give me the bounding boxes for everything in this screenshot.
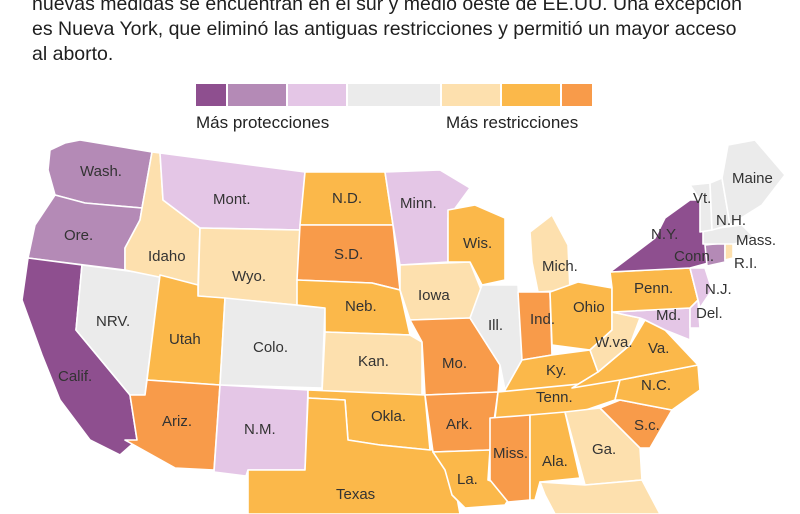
state-label-mo: Mo. [442, 355, 467, 372]
state-label-ca: Calif. [58, 368, 92, 385]
state-label-ms: Miss. [493, 445, 528, 462]
state-label-wa: Wash. [80, 163, 122, 180]
legend-swatch-2 [288, 84, 346, 106]
state-label-ut: Utah [169, 331, 201, 348]
legend-swatch-0 [196, 84, 226, 106]
state-label-co: Colo. [253, 339, 288, 356]
state-label-va: Va. [648, 340, 669, 357]
intro-line-3: al aborto. [32, 43, 114, 65]
state-ga [564, 407, 643, 486]
state-label-sd: S.D. [334, 246, 363, 263]
state-label-ri: R.I. [734, 255, 757, 272]
state-label-ia: Iowa [418, 287, 450, 304]
state-label-vt: Vt. [693, 190, 711, 207]
state-label-oh: Ohio [573, 299, 605, 316]
color-scale-legend [196, 84, 596, 108]
state-ms [489, 414, 531, 503]
intro-line-1: nuevas medidas se encuentran en el sur y… [32, 0, 742, 15]
state-label-in: Ind. [530, 311, 555, 328]
legend-swatch-6 [562, 84, 592, 106]
state-label-sc: S.c. [634, 417, 660, 434]
state-label-tn: Tenn. [536, 389, 573, 406]
legend-swatch-1 [228, 84, 286, 106]
us-states-map: Wash. Ore. Calif. NRV. Idaho Mont. Wyo. … [21, 139, 786, 514]
state-mi [529, 214, 571, 293]
state-label-pa: Penn. [634, 280, 673, 297]
state-label-ky: Ky. [546, 362, 567, 379]
legend-swatch-4 [442, 84, 500, 106]
state-label-mi: Mich. [542, 258, 578, 275]
state-label-la: La. [457, 471, 478, 488]
intro-text: nuevas medidas se encuentran en el sur y… [32, 0, 792, 67]
state-sc [599, 399, 673, 449]
state-ma [702, 224, 756, 245]
state-label-ny: N.Y. [651, 226, 678, 243]
state-label-wv: W.va. [595, 334, 633, 351]
state-label-az: Ariz. [162, 413, 192, 430]
legend-label-protections: Más protecciones [196, 113, 330, 132]
state-label-nm: N.M. [244, 421, 276, 438]
state-label-nc: N.C. [641, 377, 671, 394]
state-label-mn: Minn. [400, 195, 437, 212]
state-label-de: Del. [696, 305, 723, 322]
state-label-ne: Neb. [345, 298, 377, 315]
legend-swatch-3 [348, 84, 440, 106]
state-label-mt: Mont. [213, 191, 251, 208]
state-label-il: Ill. [488, 317, 503, 334]
legend-label-restrictions: Más restricciones [446, 113, 579, 132]
state-label-wi: Wis. [463, 235, 492, 252]
state-label-nj: N.J. [705, 281, 732, 298]
state-label-ct: Conn. [674, 248, 714, 265]
state-ri [724, 242, 734, 261]
state-label-tx: Texas [336, 486, 375, 503]
state-vt [689, 182, 713, 233]
state-label-ok: Okla. [371, 408, 406, 425]
state-fl [539, 479, 661, 514]
state-label-nv: NRV. [96, 313, 130, 330]
state-label-or: Ore. [64, 227, 93, 244]
state-label-nd: N.D. [332, 190, 362, 207]
state-ks [321, 331, 423, 396]
state-label-me: Maine [732, 170, 773, 187]
state-label-ma: Mass. [736, 232, 776, 249]
state-label-id: Idaho [148, 248, 186, 265]
state-label-al: Ala. [542, 453, 568, 470]
state-label-wy: Wyo. [232, 268, 266, 285]
state-wy [197, 227, 301, 306]
legend-swatch-5 [502, 84, 560, 106]
state-label-ga: Ga. [592, 441, 616, 458]
state-label-nh: N.H. [716, 212, 746, 229]
state-label-md: Md. [656, 307, 681, 324]
state-me [721, 139, 786, 226]
state-label-ar: Ark. [446, 416, 473, 433]
state-label-ks: Kan. [358, 353, 389, 370]
state-nj [689, 267, 713, 309]
intro-line-2: es Nueva York, que eliminó las antiguas … [32, 18, 737, 40]
state-wi [447, 204, 506, 286]
